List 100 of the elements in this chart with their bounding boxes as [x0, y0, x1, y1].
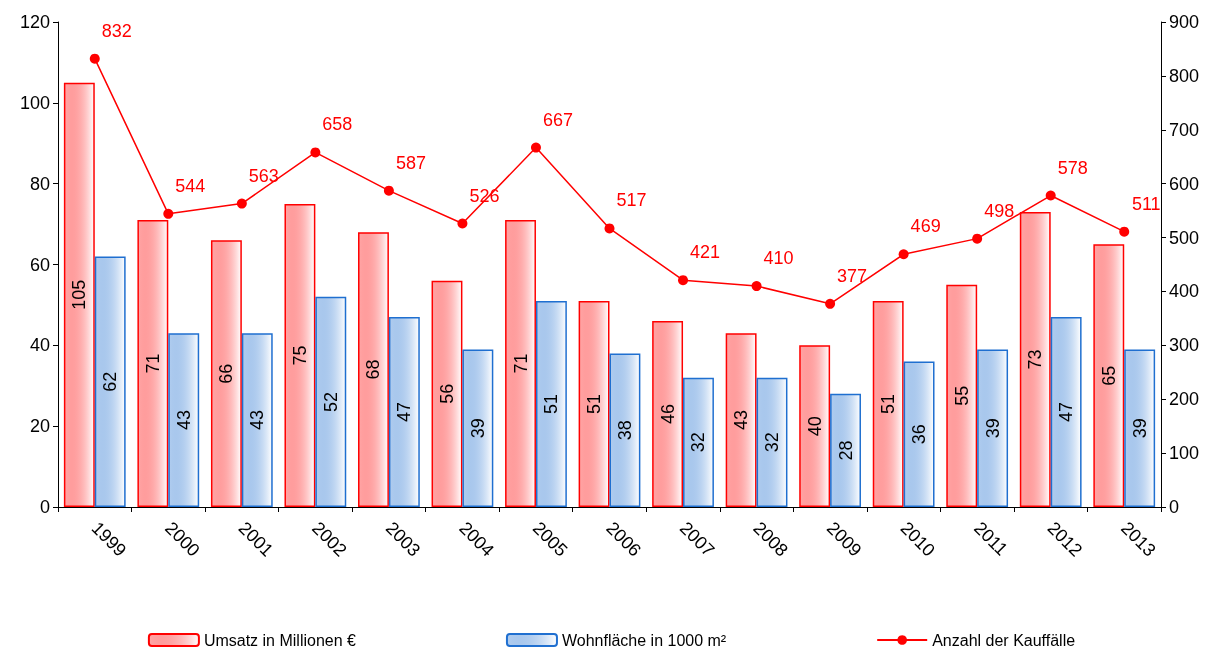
- data-label: 832: [101, 20, 132, 41]
- y2-tick-label: 0: [1169, 497, 1180, 517]
- bar: [830, 393, 861, 507]
- data-label: 51: [541, 393, 562, 414]
- data-label: 51: [584, 393, 605, 414]
- y-tick-label: 120: [19, 12, 50, 32]
- bar: [388, 317, 420, 507]
- data-label: 52: [320, 391, 341, 412]
- point: [163, 208, 174, 219]
- bar: [683, 377, 714, 507]
- bar: [358, 232, 389, 507]
- data-label: 28: [835, 440, 856, 461]
- data-label: 39: [982, 418, 1003, 439]
- data-label: 36: [909, 424, 930, 445]
- bar: [578, 300, 610, 507]
- y2-tick-label: 900: [1169, 12, 1200, 32]
- point: [236, 198, 247, 209]
- y2-tick-label: 600: [1169, 173, 1200, 194]
- data-label: 517: [616, 190, 647, 211]
- data-label: 32: [762, 432, 783, 453]
- data-label: 66: [216, 363, 237, 384]
- point: [383, 185, 394, 196]
- bar: [168, 333, 200, 507]
- data-label: 47: [1056, 402, 1077, 423]
- bar: [63, 82, 95, 507]
- y2-tick-label: 800: [1169, 65, 1200, 86]
- data-label: 469: [910, 216, 941, 237]
- y-tick-label: 100: [19, 92, 50, 113]
- data-label: 105: [69, 279, 90, 310]
- point: [604, 223, 615, 234]
- bar: [284, 203, 316, 507]
- data-label: 47: [394, 402, 415, 423]
- bar: [1050, 317, 1082, 507]
- point: [1119, 226, 1130, 237]
- bar: [977, 349, 1009, 507]
- bar: [725, 333, 757, 507]
- y2-tick-label: 400: [1169, 281, 1200, 302]
- data-label: 498: [984, 200, 1015, 221]
- data-label: 38: [614, 420, 635, 441]
- legend-label: Wohnfläche in 1000 m²: [561, 631, 727, 649]
- bar: [505, 220, 536, 507]
- point: [310, 147, 321, 158]
- bar: [946, 284, 978, 507]
- bar: [462, 349, 494, 507]
- data-label: 377: [837, 265, 868, 286]
- data-label: 51: [878, 393, 899, 414]
- bar: [903, 361, 935, 507]
- y2-tick-label: 100: [1169, 443, 1200, 464]
- data-label: 658: [322, 114, 353, 135]
- y-tick-label: 0: [39, 497, 50, 517]
- bar: [799, 345, 831, 507]
- y-tick-label: 20: [29, 416, 50, 437]
- legend-label: Anzahl der Kauffälle: [932, 631, 1076, 649]
- legend-label: Umsatz in Millionen €: [203, 631, 357, 649]
- data-label: 39: [467, 418, 488, 439]
- y-tick-label: 80: [29, 173, 50, 194]
- y-tick-label: 60: [29, 254, 50, 275]
- point: [89, 53, 100, 64]
- bar: [756, 377, 788, 507]
- data-label: 43: [731, 410, 752, 431]
- data-label: 73: [1025, 349, 1046, 370]
- data-label: 43: [247, 410, 268, 431]
- point: [530, 142, 541, 153]
- data-label: 40: [804, 416, 825, 437]
- data-label: 563: [248, 165, 279, 186]
- point: [825, 298, 836, 309]
- data-label: 544: [175, 175, 206, 196]
- bar: [241, 333, 273, 507]
- data-label: 55: [951, 385, 972, 406]
- data-label: 39: [1129, 418, 1150, 439]
- bar: [315, 296, 347, 507]
- y2-tick-label: 700: [1169, 119, 1200, 140]
- data-label: 410: [763, 248, 794, 269]
- data-label: 587: [395, 152, 426, 173]
- bar: [652, 321, 684, 507]
- point: [751, 281, 762, 292]
- bar: [431, 280, 463, 507]
- bar: [535, 300, 567, 507]
- data-label: 75: [289, 345, 310, 366]
- data-label: 578: [1057, 157, 1088, 178]
- bar: [1093, 244, 1125, 507]
- data-label: 71: [142, 353, 163, 374]
- point: [972, 233, 983, 244]
- y2-tick-label: 500: [1169, 227, 1200, 248]
- data-label: 32: [688, 432, 709, 453]
- data-label: 667: [542, 109, 573, 130]
- y2-tick-label: 300: [1169, 335, 1200, 356]
- data-label: 511: [1131, 193, 1161, 214]
- data-label: 46: [657, 404, 678, 425]
- data-label: 43: [173, 410, 194, 431]
- y-tick-label: 40: [29, 335, 50, 356]
- point: [457, 218, 468, 229]
- point: [678, 275, 689, 286]
- point: [1045, 190, 1056, 201]
- bar: [94, 256, 126, 507]
- bar: [872, 300, 904, 507]
- bar: [609, 353, 641, 507]
- y2-tick-label: 200: [1169, 389, 1200, 410]
- point: [898, 249, 909, 260]
- data-label: 421: [690, 242, 721, 263]
